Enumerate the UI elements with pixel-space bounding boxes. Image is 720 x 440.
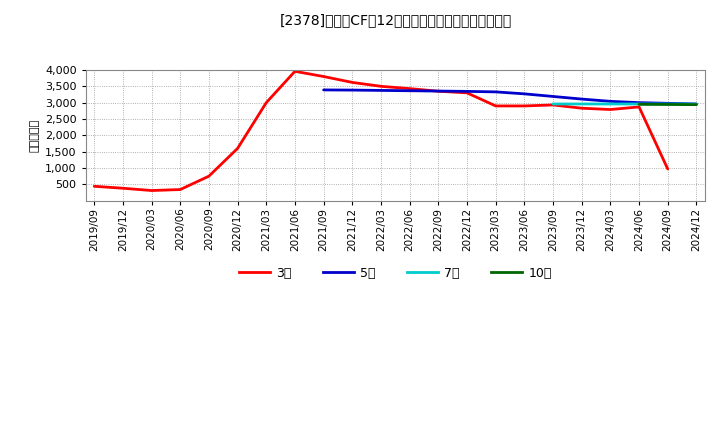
Y-axis label: （百万円）: （百万円）	[30, 119, 40, 152]
3年	[635, 104, 644, 110]
5年	[405, 88, 414, 93]
5年	[377, 88, 385, 93]
7年	[549, 101, 557, 106]
7年	[577, 101, 586, 106]
10年	[692, 102, 701, 107]
5年	[577, 96, 586, 102]
3年	[520, 103, 528, 109]
3年	[549, 103, 557, 108]
7年	[635, 101, 644, 106]
3年	[262, 100, 271, 105]
7年	[606, 101, 615, 106]
3年	[463, 90, 472, 95]
5年	[491, 89, 500, 95]
10年	[663, 102, 672, 107]
7年	[692, 102, 701, 107]
3年	[176, 187, 184, 192]
10年	[635, 102, 644, 107]
5年	[692, 101, 701, 106]
Line: 5年: 5年	[323, 90, 696, 104]
5年	[635, 100, 644, 105]
5年	[434, 88, 443, 94]
3年	[491, 103, 500, 109]
Line: 3年: 3年	[94, 71, 667, 191]
7年	[663, 101, 672, 106]
5年	[319, 87, 328, 92]
3年	[377, 84, 385, 89]
3年	[405, 86, 414, 91]
3年	[119, 186, 127, 191]
3年	[434, 88, 443, 94]
5年	[348, 88, 356, 93]
3年	[291, 69, 300, 74]
3年	[319, 74, 328, 79]
5年	[463, 89, 472, 94]
3年	[606, 107, 615, 112]
5年	[520, 91, 528, 96]
3年	[148, 188, 156, 193]
3年	[663, 166, 672, 172]
3年	[90, 183, 99, 189]
3年	[204, 173, 213, 179]
Text: [2378]　営業CFだ12か月移動合計の標準偏差の推移: [2378] 営業CFだ12か月移動合計の標準偏差の推移	[280, 13, 512, 27]
3年	[233, 146, 242, 151]
5年	[606, 99, 615, 104]
3年	[577, 106, 586, 111]
5年	[549, 94, 557, 99]
5年	[663, 101, 672, 106]
3年	[348, 80, 356, 85]
Legend: 3年, 5年, 7年, 10年: 3年, 5年, 7年, 10年	[233, 262, 557, 285]
